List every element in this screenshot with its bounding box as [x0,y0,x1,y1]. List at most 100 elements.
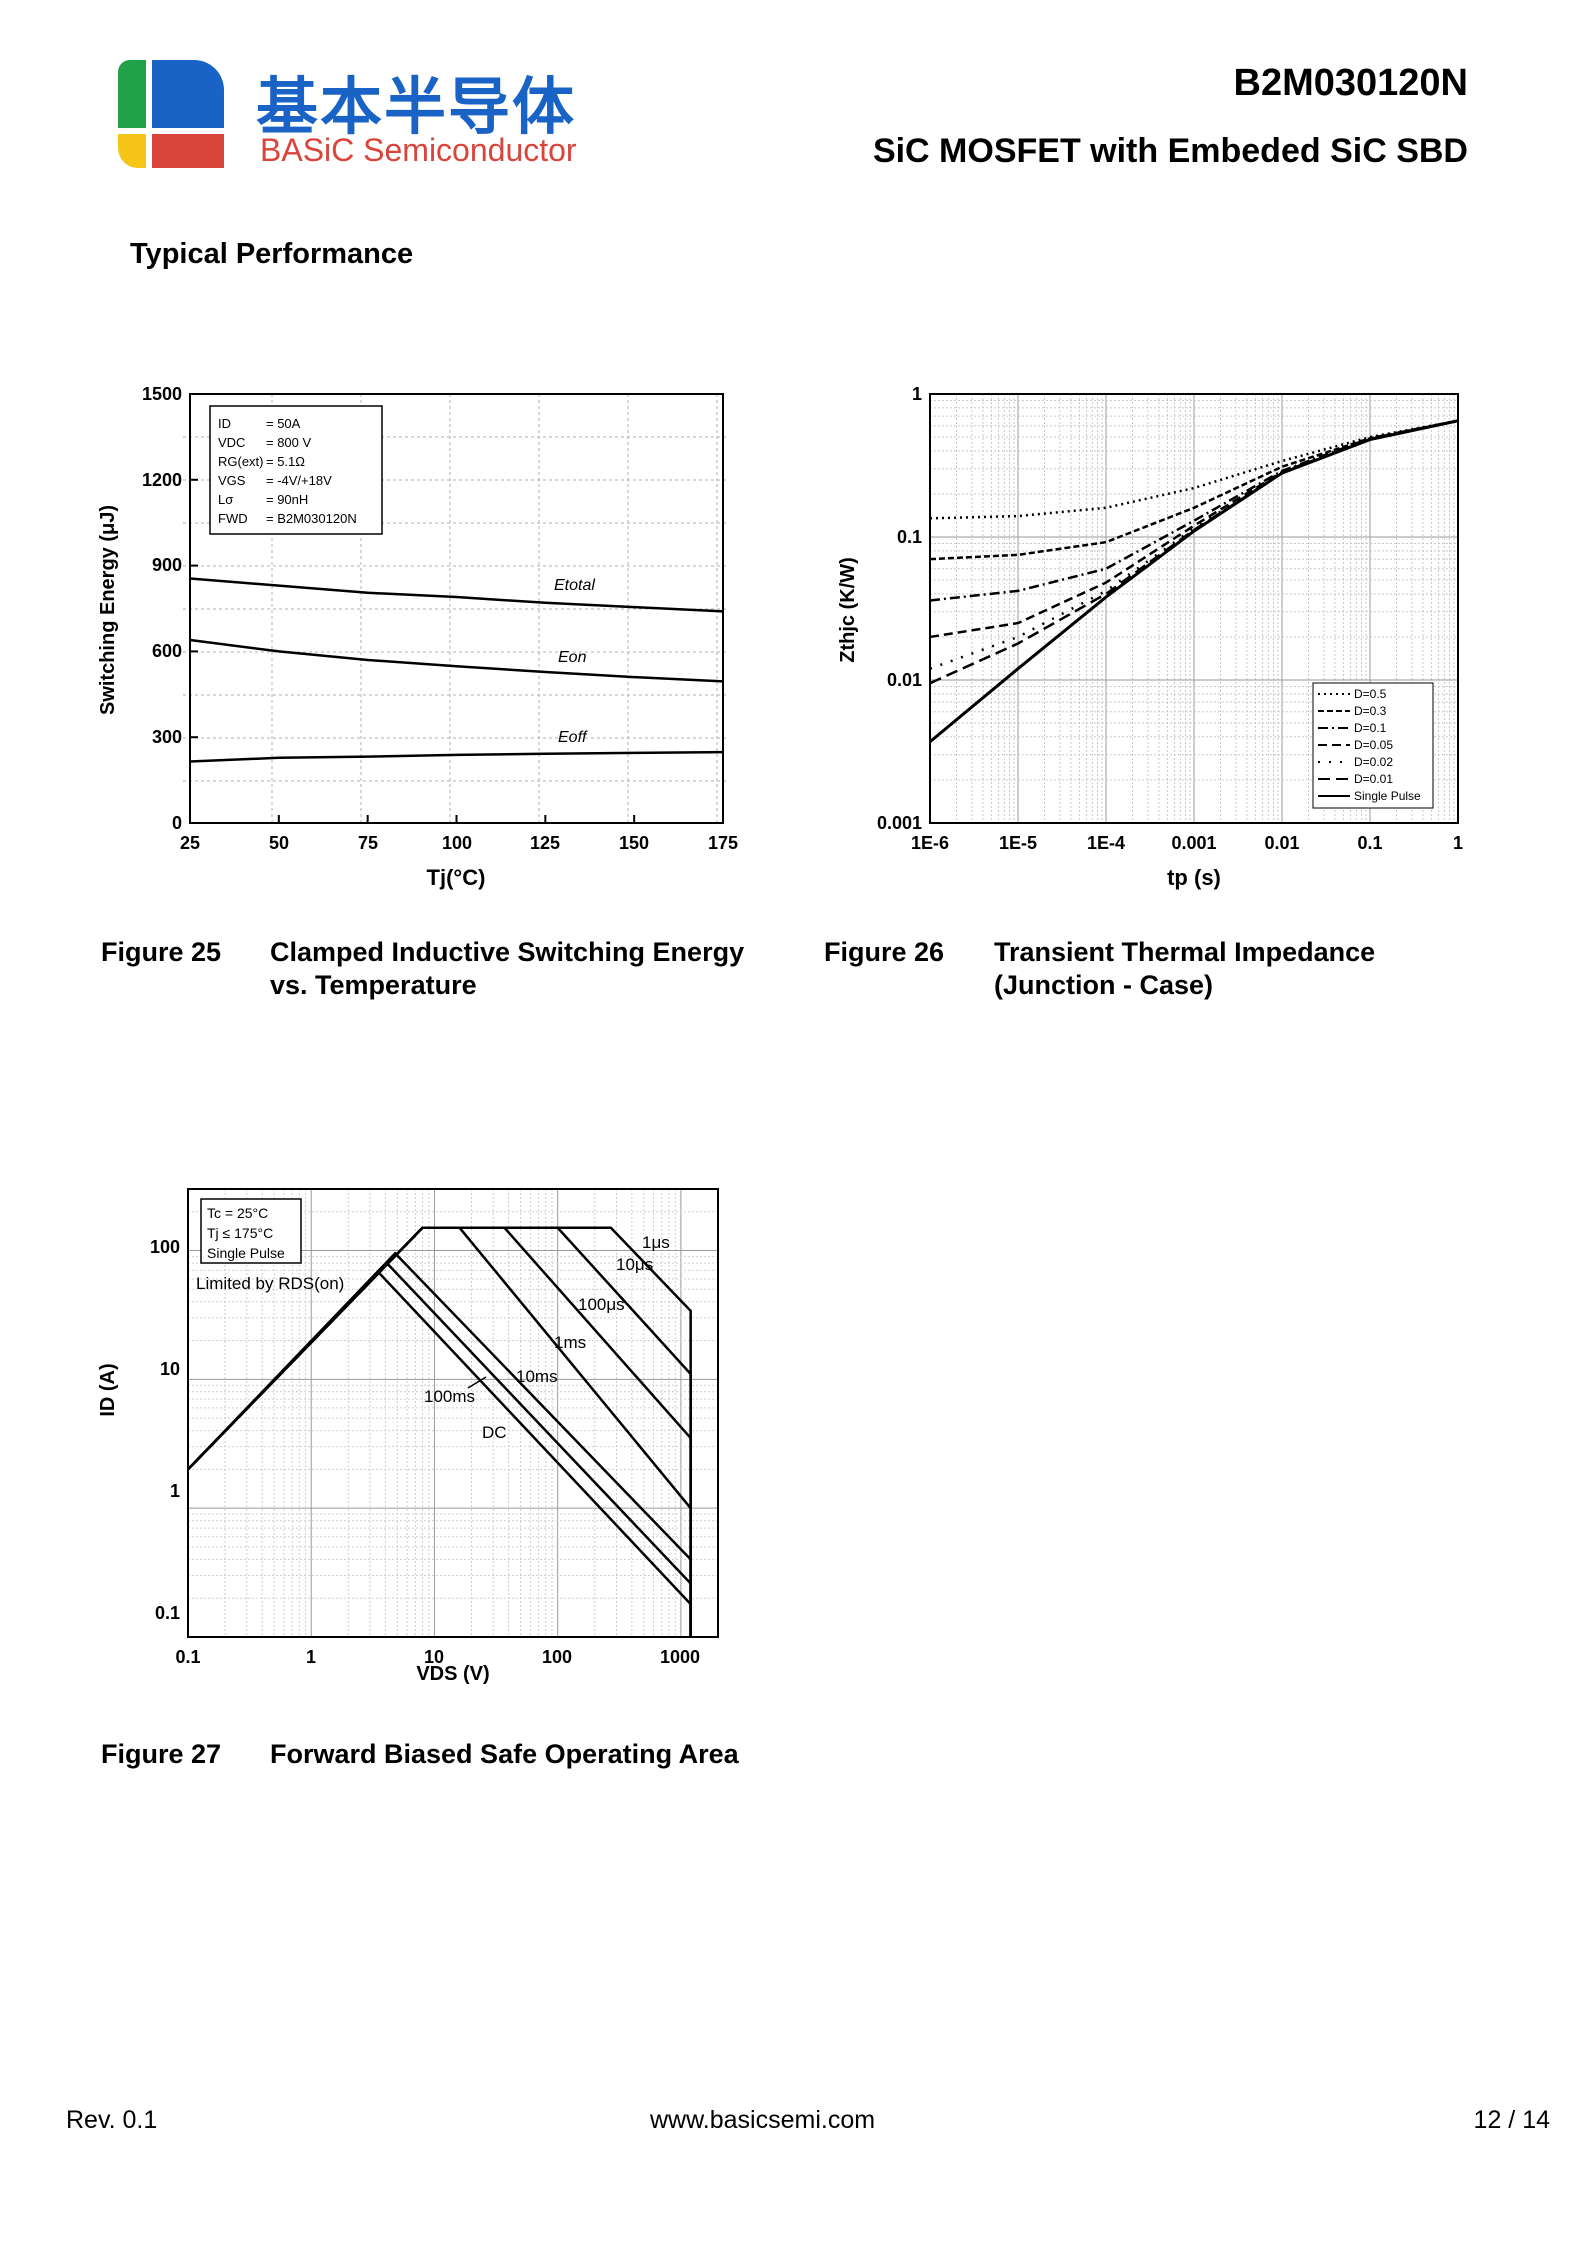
chart25-xtick: 100 [442,833,472,853]
chart27-frame [187,1188,719,1638]
rdson-limit-annotation: Limited by RDS(on) [196,1274,344,1293]
series-label-1us: 1μs [642,1233,670,1252]
chart27-xtick: 10 [424,1647,444,1667]
series-label-100us: 100μs [578,1295,625,1314]
chart-safe-operating-area: 0.1 1 10 100 1000 0.1 1 10 100 VDS (V) I… [97,1188,719,1685]
legend-value: = -4V/+18V [266,473,332,488]
figure-25-title-line2: vs. Temperature [270,970,477,1000]
chart25-ylabel: Switching Energy (μJ) [97,505,119,715]
series-label-etotal: Etotal [554,577,595,594]
chart26-legend-lines [1318,693,1350,797]
legend-entry: Tj ≤ 175°C [207,1225,273,1241]
chart26-series [929,419,1459,743]
figure-27-title: Forward Biased Safe Operating Area [270,1738,739,1771]
legend-param: VDC [218,435,245,450]
legend-param: ID [218,416,231,431]
legend-value: = 50A [266,416,301,431]
chart27-xtick: 100 [542,1647,572,1667]
logo-yellow-block [118,134,146,168]
part-number: B2M030120N [1233,62,1468,104]
logo-english-name: BASiC Semiconductor [260,132,577,168]
figure-25-title: Clamped Inductive Switching Energy vs. T… [270,936,744,1002]
chart26-ytick: 0.001 [877,813,922,833]
legend-entry: D=0.5 [1354,687,1387,701]
series-label-eon: Eon [558,649,587,666]
chart25-xlabel: Tj(°C) [427,865,486,890]
figure-25-number: Figure 25 [101,937,222,967]
chart26-ytick: 0.01 [887,670,922,690]
chart25-ticks [189,393,724,824]
footer-page-number: 12 / 14 [1473,2106,1550,2134]
series-line-single-pulse [929,419,1459,743]
legend-param: VGS [218,473,246,488]
logo-chinese-name: 基本半导体 [256,70,577,143]
chart27-ylabel: ID (A) [97,1363,119,1416]
legend-entry: Tc = 25°C [207,1205,268,1221]
logo-red-block [152,134,224,168]
chart27-xlabel: VDS (V) [416,1663,489,1685]
chart25-xtick: 175 [708,833,738,853]
section-title: Typical Performance [130,238,414,270]
chart27-ytick: 10 [160,1359,180,1379]
legend-entry: D=0.01 [1354,772,1393,786]
chart-switching-energy: 25 50 75 100 125 150 175 0 300 600 900 1… [97,384,738,890]
chart25-xtick: 50 [269,833,289,853]
footer-website[interactable]: www.basicsemi.com [650,2106,876,2134]
series-label-100ms: 100ms [424,1387,475,1406]
chart26-xtick: 1 [1453,833,1463,853]
chart27-ytick: 1 [170,1481,180,1501]
chart27-legend-box [200,1198,302,1264]
chart25-ytick: 900 [152,555,182,575]
logo-blue-block [152,60,224,128]
chart26-xtick: 1E-6 [911,833,949,853]
series-line-100ms [187,1261,692,1637]
figure-26-title: Transient Thermal Impedance (Junction - … [994,936,1375,1002]
chart27-xtick: 1 [306,1647,316,1667]
chart27-ytick: 0.1 [155,1603,180,1623]
chart25-ytick: 1500 [142,384,182,404]
chart26-ytick: 0.1 [897,527,922,547]
figure-26-title-line2: (Junction - Case) [994,970,1214,1000]
logo-green-block [118,60,146,128]
chart25-ytick: 0 [172,813,182,833]
label-pointer-100ms [467,1376,487,1389]
legend-entry: Single Pulse [207,1245,285,1261]
chart26-xlabel: tp (s) [1167,865,1221,890]
figure-27-title-line1: Forward Biased Safe Operating Area [270,1739,739,1769]
rdson-limit-line [187,1226,424,1471]
chart25-xtick: 25 [180,833,200,853]
legend-param: FWD [218,511,248,526]
chart25-ytick: 1200 [142,470,182,490]
chart26-ytick: 1 [912,384,922,404]
series-line-eon [189,638,724,683]
chart25-xtick: 75 [358,833,378,853]
chart26-xtick: 0.01 [1264,833,1299,853]
chart26-xtick: 0.1 [1357,833,1382,853]
chart26-xtick: 0.001 [1171,833,1216,853]
footer-revision: Rev. 0.1 [66,2106,158,2134]
series-label-10ms: 10ms [516,1367,558,1386]
legend-param: RG(ext) [218,454,264,469]
legend-entry: D=0.3 [1354,704,1387,718]
chart27-xtick: 1000 [660,1647,700,1667]
chart27-ytick: 100 [150,1237,180,1257]
series-line-d-0-05 [929,419,1459,639]
chart25-legend-box [209,405,383,535]
chart25-xtick: 150 [619,833,649,853]
chart26-frame [929,393,1459,824]
chart25-series [189,577,724,763]
chart27-xtick: 0.1 [175,1647,200,1667]
chart25-ytick: 300 [152,727,182,747]
legend-value: = 800 V [266,435,312,450]
chart26-ylabel: Zthjc (K/W) [837,557,859,663]
figure-25-title-line1: Clamped Inductive Switching Energy [270,937,745,967]
series-label-eoff: Eoff [558,729,588,746]
chart-thermal-impedance: 1E-6 1E-5 1E-4 0.001 0.01 0.1 1 0.001 0.… [837,384,1463,890]
series-line-etotal [189,577,724,613]
legend-value: = 5.1Ω [266,454,305,469]
figure-27-number: Figure 27 [101,1739,222,1769]
legend-entry: D=0.05 [1354,738,1393,752]
company-logo [118,60,228,170]
figure-26-number: Figure 26 [824,937,945,967]
figure-26-title-line1: Transient Thermal Impedance [994,937,1376,967]
